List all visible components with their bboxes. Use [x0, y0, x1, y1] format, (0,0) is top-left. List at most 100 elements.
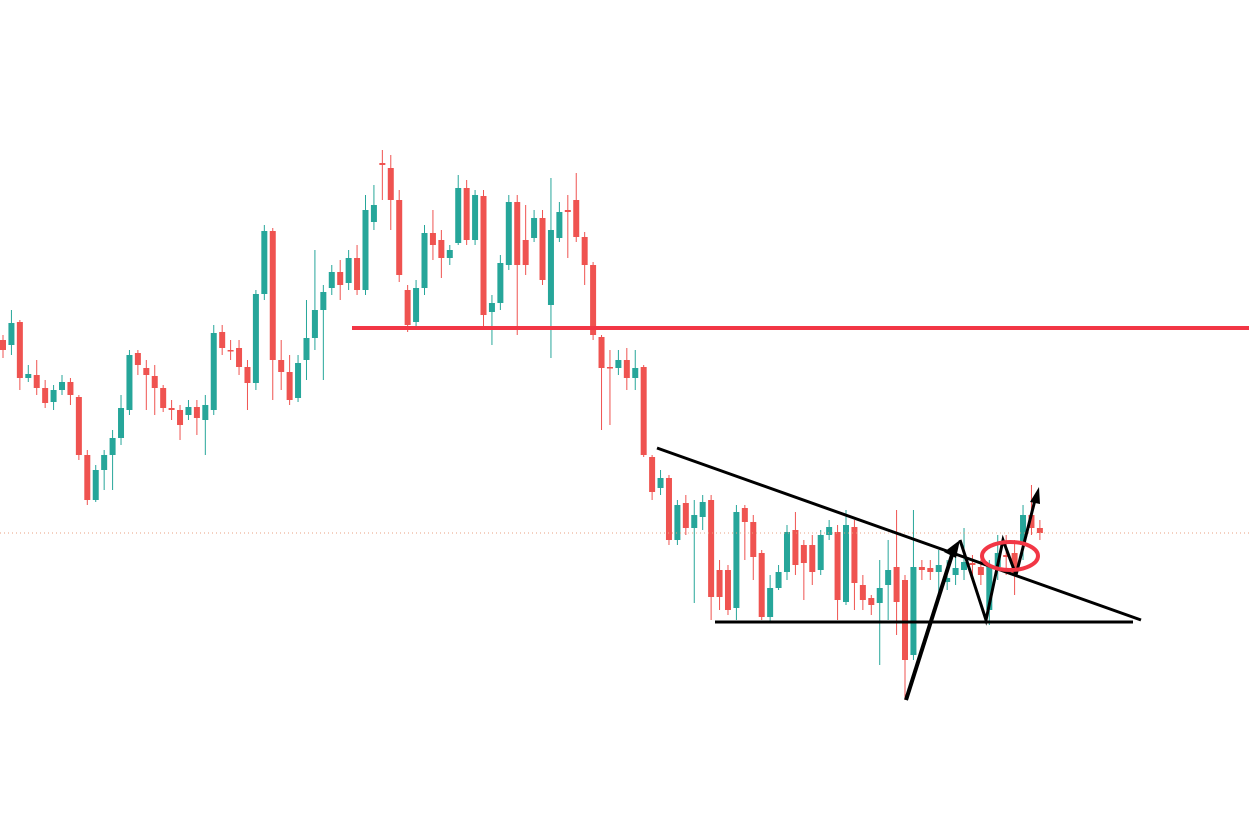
candle-body	[615, 360, 622, 368]
candle-body	[25, 374, 32, 378]
candle-body	[92, 470, 99, 500]
candle-body	[741, 508, 748, 522]
candle-body	[33, 375, 40, 388]
candle-body	[404, 290, 411, 325]
arrow	[904, 554, 954, 701]
candle-body	[134, 353, 141, 365]
candle-body	[843, 525, 849, 602]
candle-body	[902, 580, 909, 660]
candle-body	[8, 323, 15, 345]
candle-body	[84, 455, 91, 500]
candle-body	[362, 210, 369, 290]
highlight-circle	[980, 540, 1040, 572]
candle-body	[236, 348, 243, 367]
candle-body	[480, 196, 487, 315]
candle-body	[354, 258, 361, 290]
candle-body	[699, 502, 706, 517]
candle-body	[59, 382, 66, 390]
candle-body	[261, 231, 268, 294]
arrow	[1014, 499, 1037, 576]
candle-body	[396, 200, 403, 275]
candles	[0, 150, 1043, 700]
candle-body	[151, 376, 158, 388]
trend-line	[656, 446, 1142, 622]
candle-body	[185, 407, 192, 415]
candle-body	[817, 535, 824, 570]
candle-body	[252, 294, 259, 383]
arrow	[958, 534, 1018, 626]
candle-body	[531, 218, 538, 238]
candle-body	[1003, 555, 1010, 557]
candle-body	[160, 388, 167, 408]
candle-body	[210, 333, 217, 410]
candle-body	[623, 360, 630, 378]
candle-body	[573, 200, 580, 237]
candle-body	[455, 188, 462, 243]
candle-body	[640, 367, 647, 455]
candle-body	[1036, 528, 1043, 533]
candle-body	[775, 572, 782, 588]
candle-body	[244, 367, 251, 383]
candle-body	[0, 340, 6, 350]
candle-body	[16, 322, 23, 378]
candle-body	[320, 292, 327, 310]
candle-body	[859, 585, 866, 600]
candle-body	[910, 567, 917, 655]
candle-body	[885, 570, 892, 585]
candle-body	[463, 188, 470, 240]
drawings	[0, 326, 1249, 701]
candle-body	[446, 250, 453, 258]
candle-body	[101, 455, 108, 470]
candle-body	[935, 565, 942, 572]
candle-body	[800, 545, 807, 563]
candle-body	[708, 500, 715, 597]
candle-body	[986, 565, 993, 610]
candle-body	[488, 303, 495, 312]
candle-body	[590, 265, 597, 335]
candle-body	[429, 233, 436, 245]
candle-body	[783, 532, 790, 572]
candle-body	[472, 195, 479, 240]
candle-body	[657, 478, 664, 488]
candle-body	[539, 218, 546, 280]
candle-body	[168, 408, 175, 410]
candle-body	[295, 363, 302, 398]
candle-body	[556, 212, 563, 238]
candle-body	[286, 372, 293, 400]
candle-body	[143, 368, 150, 375]
candle-body	[1020, 515, 1027, 545]
candle-body	[438, 240, 445, 258]
candle-body	[413, 288, 420, 322]
candle-body	[918, 567, 925, 570]
candle-body	[328, 272, 335, 288]
candle-body	[961, 562, 968, 570]
candle-body	[758, 553, 765, 617]
candle-body	[952, 568, 959, 575]
candle-body	[219, 332, 226, 348]
candle-body	[547, 230, 554, 305]
candle-body	[193, 407, 200, 418]
candle-body	[67, 382, 74, 395]
candle-body	[177, 410, 184, 425]
candle-body	[649, 457, 656, 492]
candle-body	[278, 360, 285, 372]
candle-body	[227, 350, 234, 352]
candle-body	[792, 530, 799, 565]
candle-body	[969, 563, 976, 565]
candle-body	[750, 522, 757, 557]
candle-body	[834, 532, 841, 600]
candle-body	[581, 237, 588, 265]
candle-body	[421, 233, 428, 288]
candle-body	[379, 163, 386, 165]
candle-body	[606, 367, 613, 369]
candle-body	[311, 310, 318, 338]
arrow-head	[944, 540, 960, 558]
candle-body	[514, 202, 521, 265]
candle-body	[387, 168, 394, 200]
candle-body	[598, 337, 605, 368]
candle-body	[724, 570, 731, 610]
candle-body	[202, 405, 209, 420]
candle-body	[109, 438, 116, 455]
candle-body	[118, 408, 125, 438]
